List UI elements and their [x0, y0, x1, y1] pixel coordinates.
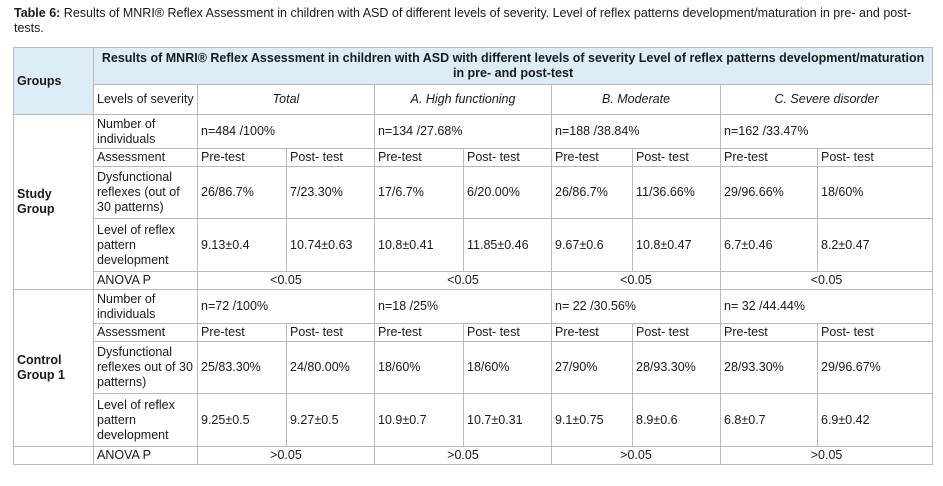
row-label: Level of reflex pattern development	[93, 218, 198, 272]
control-group-label: Control Group 1	[13, 289, 94, 447]
table-cell: >0.05	[197, 446, 375, 465]
table-cell: 9.67±0.6	[551, 218, 633, 272]
level-total: Total	[197, 84, 375, 115]
table-cell: Pre-test	[551, 148, 633, 167]
table-cell: 7/23.30%	[286, 166, 375, 219]
table-cell: Post- test	[632, 323, 721, 342]
levels-of-severity-label: Levels of severity	[93, 84, 198, 115]
table-cell: >0.05	[719, 446, 934, 465]
table-cell: n= 32 /44.44%	[719, 289, 934, 324]
table-cell: >0.05	[374, 446, 552, 465]
table-cell: 10.8±0.41	[374, 218, 464, 272]
table-cell: Post- test	[286, 148, 375, 167]
table-cell: 29/96.67%	[816, 341, 934, 394]
row-label: Dysfunctional reflexes out of 30 pattern…	[93, 341, 198, 394]
table-cell: Pre-test	[551, 323, 633, 342]
table-cell: Pre-test	[197, 148, 287, 167]
level-severe: C. Severe disorder	[719, 84, 934, 115]
table-cell: 6.7±0.46	[720, 218, 818, 272]
table-cell: n=484 /100%	[197, 114, 375, 149]
results-table: Groups Results of MNRI® Reflex Assessmen…	[13, 47, 934, 465]
table-cell: 8.9±0.6	[632, 393, 721, 447]
row-label: Number of individuals	[93, 289, 198, 324]
table-cell: 9.1±0.75	[551, 393, 633, 447]
table-cell: 9.25±0.5	[197, 393, 287, 447]
table-cell: n=162 /33.47%	[719, 114, 934, 149]
table-cell: 18/60%	[816, 166, 934, 219]
table-row: Assessment Pre-test Post- test Pre-test …	[14, 148, 934, 167]
row-label: Assessment	[93, 323, 198, 342]
level-moderate: B. Moderate	[551, 84, 721, 115]
table-cell: 28/93.30%	[632, 341, 721, 394]
table-cell: 18/60%	[374, 341, 464, 394]
table-row: Assessment Pre-test Post- test Pre-test …	[14, 323, 934, 342]
table-cell: 29/96.66%	[720, 166, 818, 219]
table-cell: <0.05	[374, 271, 552, 290]
table-cell: Post- test	[816, 148, 934, 167]
row-label: Assessment	[93, 148, 198, 167]
table-cell: >0.05	[551, 446, 721, 465]
table-cell: Pre-test	[374, 148, 464, 167]
table-cell: 10.74±0.63	[286, 218, 375, 272]
table-row: Control Group 1 Number of individuals n=…	[13, 289, 934, 447]
table-cell: 27/90%	[551, 341, 633, 394]
table-cell: Post- test	[286, 323, 375, 342]
table-title: Results of MNRI® Reflex Assessment in ch…	[92, 47, 934, 85]
table-cell: Post- test	[816, 323, 934, 342]
table-row: ANOVA P <0.05 <0.05 <0.05 <0.05	[14, 271, 934, 290]
table-cell: 10.7±0.31	[463, 393, 552, 447]
table-cell: 17/6.7%	[374, 166, 464, 219]
table-cell: 28/93.30%	[720, 341, 818, 394]
table-cell: 8.2±0.47	[816, 218, 934, 272]
table-cell: Pre-test	[374, 323, 464, 342]
table-cell: n=72 /100%	[197, 289, 375, 324]
table-cell: Pre-test	[197, 323, 287, 342]
table-cell: 6.9±0.42	[816, 393, 934, 447]
table-cell: Post- test	[463, 323, 552, 342]
table-cell: n=18 /25%	[374, 289, 552, 324]
row-label: ANOVA P	[93, 271, 198, 290]
table-cell: 26/86.7%	[551, 166, 633, 219]
table-cell: 9.27±0.5	[286, 393, 375, 447]
table-cell: 10.9±0.7	[374, 393, 464, 447]
level-high-functioning: A. High functioning	[374, 84, 552, 115]
row-label: Dysfunctional reflexes (out of 30 patter…	[93, 166, 198, 219]
table-row: Dysfunctional reflexes out of 30 pattern…	[14, 341, 934, 394]
groups-header: Groups	[13, 47, 94, 115]
caption-text: Results of MNRI® Reflex Assessment in ch…	[14, 6, 912, 35]
empty-cell	[13, 446, 94, 465]
table-cell: 26/86.7%	[197, 166, 287, 219]
table-cell: <0.05	[719, 271, 934, 290]
table-cell: Post- test	[463, 148, 552, 167]
study-group-label: Study Group	[13, 114, 94, 290]
table-cell: 9.13±0.4	[197, 218, 287, 272]
table-row: Level of reflex pattern development 9.13…	[14, 218, 934, 272]
table-cell: Post- test	[632, 148, 721, 167]
table-cell: <0.05	[551, 271, 721, 290]
table-cell: n=188 /38.84%	[551, 114, 721, 149]
caption-label: Table 6:	[14, 6, 61, 20]
row-label: ANOVA P	[93, 446, 198, 465]
table-row: Study Group Number of individuals n=484 …	[13, 114, 934, 290]
table-row: ANOVA P >0.05 >0.05 >0.05 >0.05	[13, 446, 934, 465]
table-row: Dysfunctional reflexes (out of 30 patter…	[14, 166, 934, 219]
table-cell: Pre-test	[720, 323, 818, 342]
table-cell: 11.85±0.46	[463, 218, 552, 272]
table-cell: 10.8±0.47	[632, 218, 721, 272]
row-label: Number of individuals	[93, 114, 198, 149]
table-cell: <0.05	[197, 271, 375, 290]
table-cell: n= 22 /30.56%	[551, 289, 721, 324]
table-cell: Pre-test	[720, 148, 818, 167]
table-cell: n=134 /27.68%	[374, 114, 552, 149]
table-cell: 11/36.66%	[632, 166, 721, 219]
table-row: Level of reflex pattern development 9.25…	[14, 393, 934, 447]
row-label: Level of reflex pattern development	[93, 393, 198, 447]
table-cell: 6.8±0.7	[720, 393, 818, 447]
table-caption: Table 6: Results of MNRI® Reflex Assessm…	[14, 6, 932, 36]
table-cell: 18/60%	[463, 341, 552, 394]
table-cell: 6/20.00%	[463, 166, 552, 219]
table-cell: 25/83.30%	[197, 341, 287, 394]
table-cell: 24/80.00%	[286, 341, 375, 394]
